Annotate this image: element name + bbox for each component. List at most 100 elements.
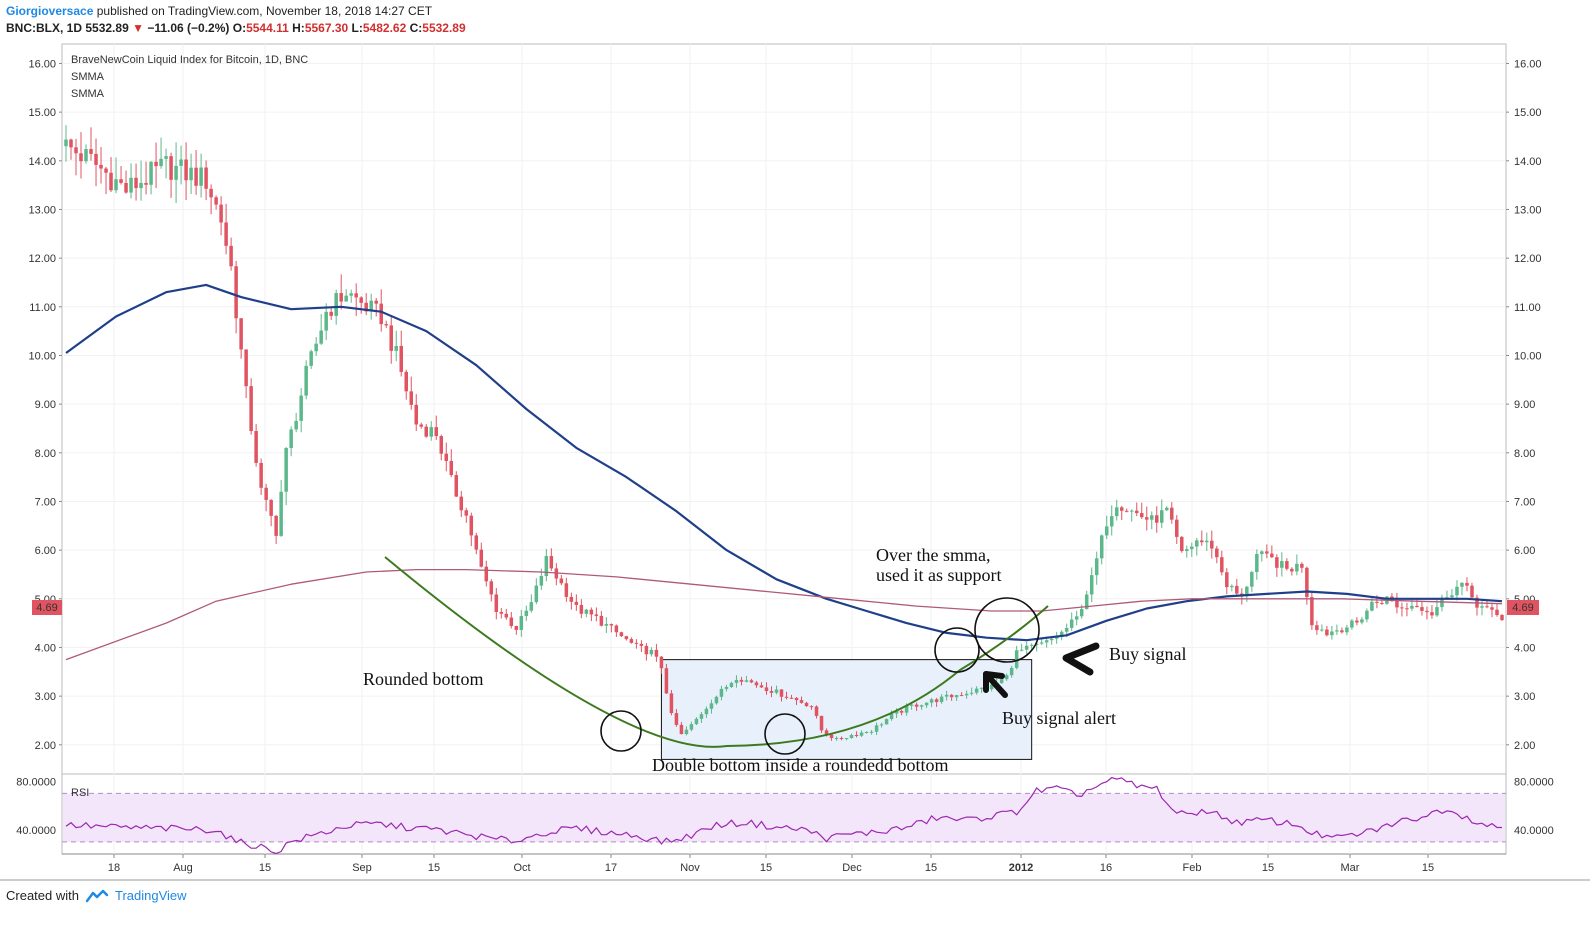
candle[interactable] (479, 542, 484, 568)
candle[interactable] (909, 703, 914, 710)
candle[interactable] (934, 697, 939, 707)
candle[interactable] (1370, 596, 1374, 612)
candle[interactable] (1255, 549, 1259, 580)
candle[interactable] (819, 715, 824, 734)
candle[interactable] (1089, 567, 1094, 603)
candle[interactable] (284, 447, 288, 506)
candle[interactable] (739, 676, 744, 686)
candle[interactable] (214, 195, 218, 210)
candle[interactable] (274, 514, 278, 544)
candle[interactable] (1200, 530, 1204, 546)
candle[interactable] (329, 307, 333, 320)
candle[interactable] (1470, 582, 1474, 598)
candle[interactable] (444, 442, 449, 472)
candle[interactable] (89, 127, 93, 161)
candle[interactable] (684, 726, 689, 736)
candle[interactable] (1250, 570, 1254, 592)
candle[interactable] (419, 422, 424, 429)
candle[interactable] (859, 730, 864, 737)
candle[interactable] (159, 137, 163, 169)
candle[interactable] (349, 289, 353, 303)
candle[interactable] (1220, 550, 1224, 576)
candle[interactable] (1205, 532, 1209, 551)
candle[interactable] (389, 316, 393, 364)
candle[interactable] (1480, 599, 1484, 616)
candle[interactable] (1275, 554, 1279, 577)
candle[interactable] (1465, 577, 1469, 592)
candle[interactable] (149, 161, 153, 195)
candle[interactable] (454, 471, 459, 498)
candle[interactable] (839, 736, 844, 741)
candle[interactable] (459, 490, 464, 517)
candle[interactable] (1114, 499, 1119, 521)
candle[interactable] (964, 690, 969, 699)
candle[interactable] (969, 687, 974, 696)
candle[interactable] (379, 289, 383, 332)
candle[interactable] (674, 709, 679, 727)
candle[interactable] (1365, 608, 1369, 623)
candle[interactable] (679, 721, 684, 735)
candle[interactable] (209, 184, 213, 215)
candle[interactable] (1155, 506, 1159, 533)
candle[interactable] (929, 697, 934, 708)
candle[interactable] (179, 145, 183, 185)
candle[interactable] (1165, 506, 1169, 511)
candle[interactable] (269, 499, 273, 527)
candle[interactable] (1215, 545, 1219, 564)
candle[interactable] (354, 283, 358, 317)
candle[interactable] (164, 148, 168, 179)
candle[interactable] (569, 592, 574, 610)
candle[interactable] (949, 693, 954, 701)
candle[interactable] (924, 702, 929, 708)
candle[interactable] (1270, 545, 1274, 559)
candle[interactable] (424, 424, 429, 438)
candle[interactable] (1280, 552, 1284, 577)
candle[interactable] (1019, 643, 1024, 652)
candle[interactable] (1395, 592, 1399, 614)
candle[interactable] (524, 605, 529, 621)
candle[interactable] (699, 711, 704, 724)
candle[interactable] (974, 686, 979, 695)
candle[interactable] (124, 170, 128, 194)
candle[interactable] (744, 675, 749, 683)
candle[interactable] (1310, 591, 1314, 630)
candle[interactable] (1300, 562, 1304, 573)
candle[interactable] (79, 132, 83, 179)
candle[interactable] (589, 607, 594, 622)
candle[interactable] (1014, 645, 1019, 670)
candle[interactable] (1150, 511, 1154, 530)
candle[interactable] (729, 681, 734, 688)
candle[interactable] (779, 689, 784, 702)
candle[interactable] (104, 166, 108, 195)
candle[interactable] (69, 138, 73, 160)
candle[interactable] (289, 426, 293, 457)
candle[interactable] (239, 318, 243, 359)
candle[interactable] (709, 699, 714, 714)
candle[interactable] (1500, 613, 1504, 621)
candle[interactable] (794, 696, 799, 705)
candle[interactable] (199, 153, 203, 198)
candle[interactable] (314, 336, 318, 356)
candle[interactable] (849, 733, 854, 739)
candle[interactable] (234, 260, 238, 334)
candle[interactable] (474, 532, 479, 555)
candle[interactable] (954, 694, 959, 702)
candle[interactable] (1360, 616, 1364, 625)
candle[interactable] (694, 717, 699, 726)
candle[interactable] (509, 611, 514, 629)
candle[interactable] (1185, 545, 1189, 558)
candle[interactable] (129, 163, 133, 199)
candle[interactable] (874, 722, 879, 735)
candle[interactable] (534, 578, 539, 605)
candle[interactable] (1455, 580, 1459, 601)
candle[interactable] (529, 594, 534, 613)
candle[interactable] (899, 709, 904, 716)
candle[interactable] (579, 599, 584, 619)
candle[interactable] (1350, 619, 1354, 630)
candle[interactable] (1119, 505, 1124, 520)
candle[interactable] (399, 330, 403, 377)
candle[interactable] (484, 560, 489, 587)
candle[interactable] (774, 685, 779, 695)
candle[interactable] (719, 685, 724, 701)
candle[interactable] (1335, 624, 1339, 635)
